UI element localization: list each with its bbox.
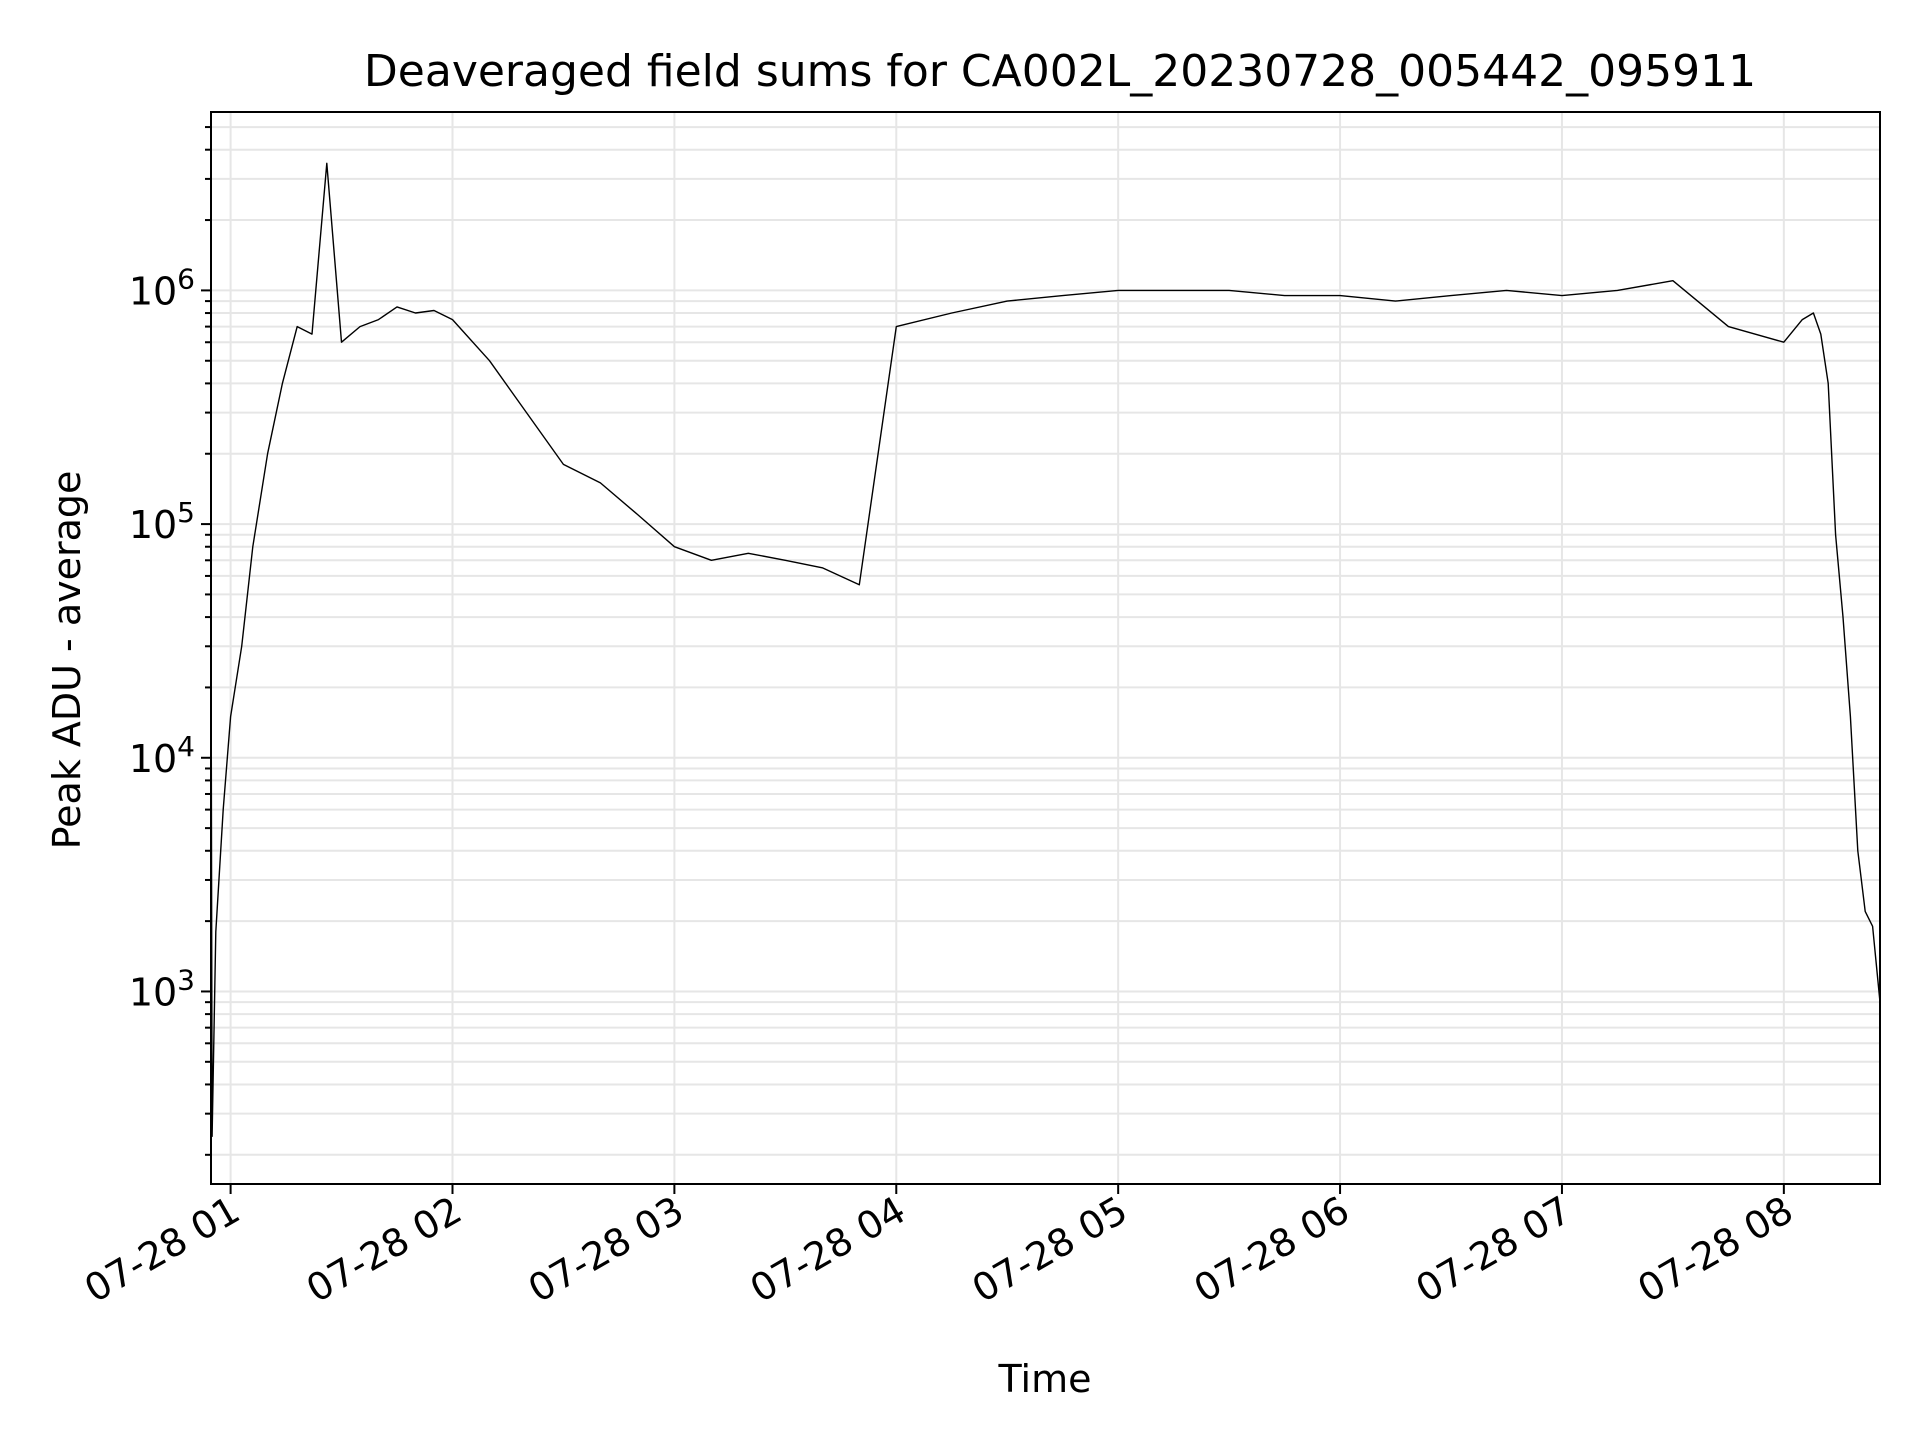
y-tick-label-exponent: 6	[177, 262, 195, 295]
chart-title: Deaveraged field sums for CA002L_2023072…	[364, 46, 1756, 97]
x-tick-label: 07-28 05	[965, 1188, 1135, 1312]
y-tick-label: 104	[129, 730, 195, 781]
x-axis: 07-28 01 07-28 02 07-28 03 07-28 04 07-28 05…	[77, 1184, 1800, 1311]
series-layer	[210, 162, 1881, 1137]
y-tick-label: 105	[129, 496, 195, 547]
x-tick-label: 07-28 08	[1630, 1188, 1800, 1312]
grid-lines	[211, 112, 1880, 1184]
y-tick-label-exponent: 4	[177, 730, 195, 763]
y-tick-label-base: 10	[129, 503, 177, 547]
y-tick-label: 106	[129, 262, 195, 313]
y-tick-label-base: 10	[129, 970, 177, 1014]
series-line	[210, 162, 1881, 1137]
x-tick-label: 07-28 06	[1187, 1188, 1357, 1312]
x-tick-label: 07-28 04	[743, 1188, 913, 1312]
y-axis-label: Peak ADU - average	[45, 471, 89, 850]
y-tick-label-base: 10	[129, 269, 177, 313]
x-tick-label: 07-28 01	[77, 1188, 247, 1312]
x-tick-label: 07-28 07	[1408, 1188, 1578, 1312]
x-axis-label: Time	[998, 1357, 1092, 1401]
plot-frame	[210, 111, 1881, 1185]
x-tick-label: 07-28 03	[521, 1188, 691, 1312]
y-tick-label-exponent: 5	[177, 496, 195, 529]
y-tick-label: 103	[129, 963, 195, 1014]
y-tick-label-exponent: 3	[177, 963, 195, 996]
y-tick-label-base: 10	[129, 737, 177, 781]
x-tick-label: 07-28 02	[299, 1188, 469, 1312]
